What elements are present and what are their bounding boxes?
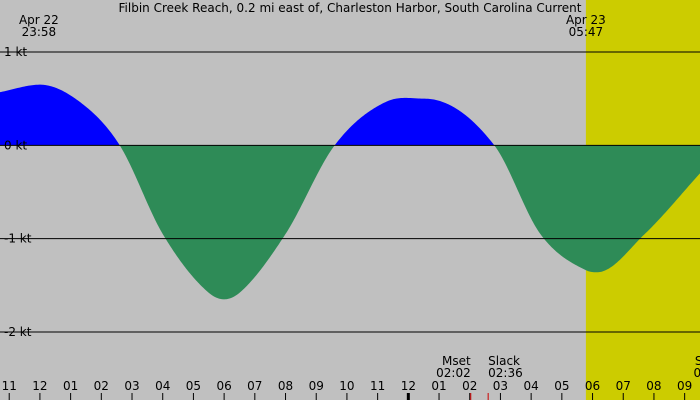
ebb-area-1 — [119, 145, 335, 300]
top-event-time: 23:58 — [22, 25, 57, 39]
hour-label: 01 — [431, 379, 446, 393]
hour-label: 12 — [32, 379, 47, 393]
hour-label: 05 — [186, 379, 201, 393]
ebb-area-3 — [494, 145, 700, 273]
hour-label: 02 — [94, 379, 109, 393]
top-event-date: Apr 22 — [19, 13, 59, 27]
bottom-event-time: 09:51 — [693, 366, 700, 380]
y-tick-label: 1 kt — [4, 45, 27, 59]
hour-label: 07 — [247, 379, 262, 393]
bottom-event-time: 02:36 — [488, 366, 523, 380]
chart-title: Filbin Creek Reach, 0.2 mi east of, Char… — [119, 1, 582, 15]
hour-label: 04 — [155, 379, 170, 393]
hour-label: 12 — [401, 379, 416, 393]
top-event-date: Apr 23 — [566, 13, 606, 27]
hour-label: 09 — [677, 379, 692, 393]
y-tick-label: -1 kt — [4, 232, 32, 246]
hour-label: 11 — [370, 379, 385, 393]
bottom-event-name: Slack — [488, 354, 520, 368]
hour-label: 02 — [462, 379, 477, 393]
hour-label: 09 — [309, 379, 324, 393]
hour-label: 06 — [585, 379, 600, 393]
bottom-event-time: 02:02 — [436, 366, 471, 380]
flood-area-2 — [334, 97, 495, 146]
top-event-time: 05:47 — [569, 25, 604, 39]
hour-label: 08 — [646, 379, 661, 393]
hour-label: 04 — [523, 379, 538, 393]
hour-label: 11 — [2, 379, 17, 393]
y-tick-label: 0 kt — [4, 138, 27, 152]
flood-area-0 — [0, 84, 120, 146]
hour-label: 01 — [63, 379, 78, 393]
bottom-event-name: Slack — [695, 354, 700, 368]
hour-label: 03 — [493, 379, 508, 393]
hour-label: 03 — [124, 379, 139, 393]
bottom-event-name: Mset — [442, 354, 471, 368]
hour-label: 08 — [278, 379, 293, 393]
hour-label: 05 — [554, 379, 569, 393]
hour-label: 10 — [339, 379, 354, 393]
hour-label: 07 — [616, 379, 631, 393]
y-tick-label: -2 kt — [4, 325, 32, 339]
hour-label: 06 — [216, 379, 231, 393]
